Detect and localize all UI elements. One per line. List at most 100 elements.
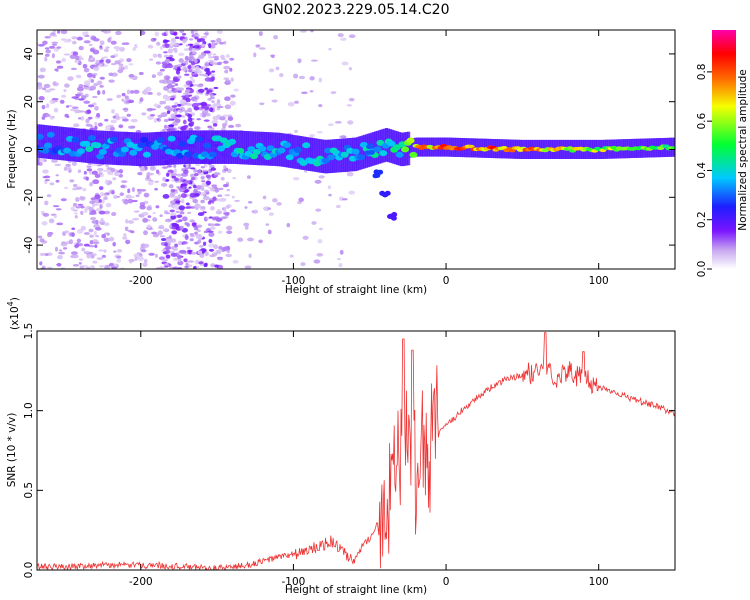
spectrogram-band — [150, 132, 154, 166]
spectrogram-noise-blob — [76, 86, 84, 92]
spectrogram-band — [238, 130, 242, 165]
spectrogram-band — [172, 131, 176, 165]
spectrogram-noise-blob — [201, 186, 205, 191]
spectrogram-band — [320, 139, 325, 173]
spectrogram-band — [38, 124, 42, 158]
spectrogram-noise-blob — [223, 41, 227, 45]
spectrogram-noise-blob — [211, 252, 218, 257]
spectrogram-noise-blob — [89, 85, 97, 91]
spectrogram-noise-blob — [103, 196, 108, 201]
spectrogram-band — [49, 125, 53, 160]
spectrogram-noise-blob — [171, 88, 175, 92]
spectrogram-noise-blob — [175, 200, 181, 204]
spectrogram-noise-blob — [172, 204, 180, 209]
spectrogram-y-tick-label: -40 — [23, 237, 35, 254]
spectrogram-noise-blob — [225, 205, 230, 209]
spectrogram-noise-blob — [170, 252, 178, 257]
spectrogram-noise-blob — [347, 120, 354, 125]
spectrogram-noise-blob — [44, 53, 50, 57]
spectrogram-noise-blob — [161, 258, 169, 262]
spectrogram-ridge-point — [98, 148, 107, 155]
spectrogram-noise-blob — [318, 77, 323, 83]
spectrogram-noise-blob — [187, 264, 193, 268]
spectrogram-noise-blob — [81, 247, 86, 252]
spectrogram-noise-blob — [194, 99, 198, 103]
spectrogram-noise-blob — [105, 46, 110, 49]
spectrogram-noise-blob — [186, 223, 190, 227]
spectrogram-noise-blob — [297, 58, 302, 64]
spectrogram-noise-blob — [181, 115, 186, 118]
spectrogram-noise-blob — [185, 80, 193, 86]
spectrogram-band — [170, 131, 174, 165]
spectrogram-noise-blob — [122, 108, 129, 111]
spectrogram-noise-blob — [170, 188, 176, 193]
spectrogram-noise-blob — [196, 229, 201, 233]
spectrogram-noise-blob — [160, 237, 167, 242]
spectrogram-noise-blob — [173, 104, 178, 108]
spectrogram-band — [143, 132, 147, 167]
spectrogram-noise-blob — [318, 227, 323, 231]
spectrogram-noise-blob — [255, 44, 261, 48]
spectrogram-noise-blob — [127, 198, 134, 204]
spectrogram-noise-blob — [78, 55, 82, 60]
spectrogram-noise-blob — [269, 88, 274, 91]
spectrogram-noise-blob — [272, 198, 278, 203]
spectrogram-noise-blob — [71, 227, 76, 230]
spectrogram-noise-blob — [348, 190, 356, 195]
spectrogram-noise-blob — [173, 164, 177, 168]
spectrogram-noise-blob — [135, 194, 140, 198]
spectrogram-noise-blob — [339, 135, 345, 139]
spectrogram-noise-blob — [169, 97, 175, 101]
spectrogram-noise-blob — [221, 57, 226, 61]
spectrogram-noise-blob — [92, 241, 100, 245]
spectrogram-noise-blob — [183, 258, 188, 263]
spectrogram-noise-blob — [121, 118, 129, 122]
spectrogram-noise-blob — [246, 175, 251, 179]
spectrogram-noise-blob — [173, 31, 178, 36]
spectrogram-noise-blob — [42, 87, 47, 91]
spectrogram-noise-blob — [39, 238, 45, 243]
spectrogram-noise-blob — [88, 228, 94, 233]
spectrogram-noise-blob — [217, 198, 224, 202]
spectrogram-noise-blob — [194, 203, 202, 209]
snr-multiplier-exp: 4 — [6, 301, 15, 306]
spectrogram-noise-blob — [121, 42, 127, 46]
spectrogram-noise-blob — [92, 49, 100, 55]
spectrogram-noise-blob — [199, 253, 205, 258]
spectrogram-noise-blob — [44, 47, 50, 50]
spectrogram-noise-blob — [80, 225, 86, 231]
spectrogram-noise-blob — [188, 186, 192, 189]
spectrogram-noise-blob — [121, 180, 128, 184]
spectrogram-noise-blob — [162, 100, 166, 105]
spectrogram-noise-blob — [152, 217, 158, 222]
spectrogram-noise-blob — [149, 165, 156, 171]
spectrogram-noise-blob — [97, 122, 103, 127]
snr-x-ticks: -200 -100 0 100 — [129, 331, 609, 588]
spectrogram-noise-blob — [207, 230, 214, 233]
spectrogram-noise-blob — [95, 59, 100, 64]
spectrogram-noise-blob — [103, 56, 108, 59]
spectrogram-noise-blob — [228, 124, 235, 128]
spectrogram-ridge-point — [294, 146, 302, 153]
spectrogram-noise-blob — [193, 58, 198, 64]
spectrogram-noise-blob — [196, 224, 203, 228]
spectrogram-noise-blob — [83, 40, 91, 44]
spectrogram-noise-blob — [92, 179, 100, 185]
spectrogram-noise-blob — [193, 227, 199, 231]
spectrogram-noise-blob — [155, 205, 160, 209]
spectrogram-noise-blob — [128, 125, 135, 129]
spectrogram-noise-blob — [121, 92, 126, 97]
spectrogram-noise-blob — [72, 51, 79, 56]
spectrogram-band — [64, 127, 68, 161]
spectrogram-noise-blob — [71, 251, 78, 255]
spectrogram-band — [187, 130, 191, 164]
spectrogram-noise-blob — [196, 118, 201, 121]
spectrogram-noise-blob — [88, 43, 93, 47]
spectrogram-noise-blob — [203, 170, 209, 175]
spectrogram-noise-blob — [105, 125, 110, 129]
spectrogram-noise-blob — [107, 37, 112, 43]
spectrogram-noise-blob — [229, 67, 233, 72]
spectrogram-noise-blob — [37, 43, 45, 47]
spectrogram-noise-blob — [194, 30, 198, 33]
spectrogram-noise-blob — [205, 174, 212, 179]
